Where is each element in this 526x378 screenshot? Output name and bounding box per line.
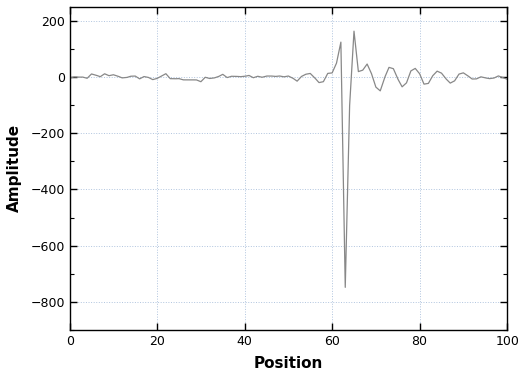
Y-axis label: Amplitude: Amplitude (7, 124, 22, 212)
X-axis label: Position: Position (254, 356, 323, 371)
